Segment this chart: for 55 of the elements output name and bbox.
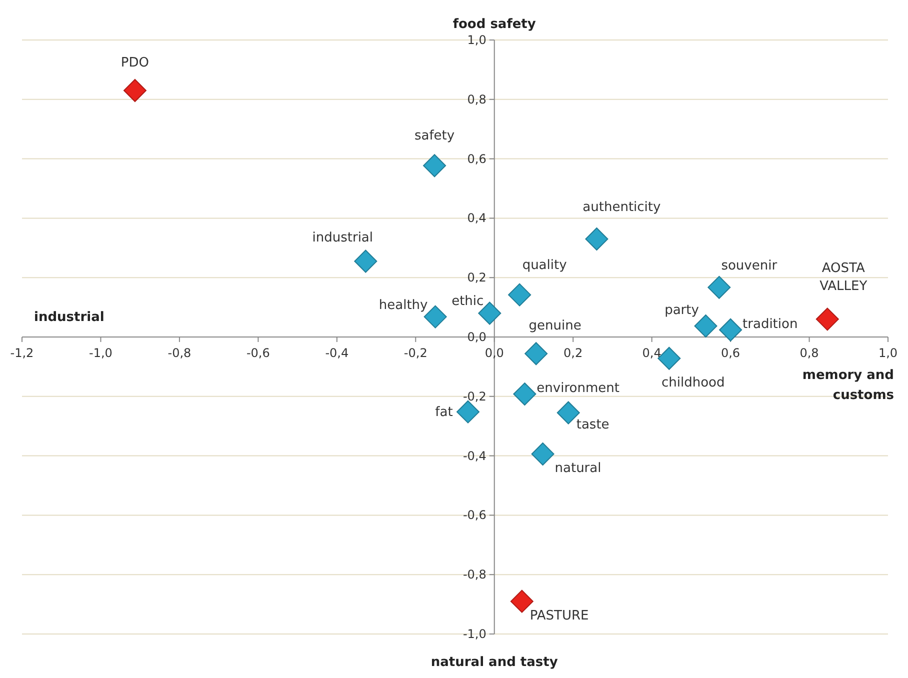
annotation: industrial (312, 230, 374, 246)
point (719, 318, 742, 342)
x-tick-label: -0,6 (246, 346, 270, 360)
annotation: souvenir (721, 258, 778, 274)
annotation: natural (554, 461, 602, 476)
y-tick-label: 0,4 (467, 211, 486, 226)
point (354, 250, 378, 273)
x-tick-label: 1,0 (878, 346, 898, 360)
annotation: ethic (452, 294, 484, 310)
annotation: industrial (34, 310, 104, 325)
annotation: healthy (378, 298, 428, 313)
y-tick-label: -0,2 (462, 389, 486, 404)
y-tick-label: 1,0 (467, 33, 486, 47)
annotation: AOSTA VALLEY (820, 261, 868, 294)
annotation: taste (576, 418, 610, 433)
annotation: PDO (120, 55, 150, 70)
annotation: PASTURE (530, 608, 589, 624)
y-tick-label: -0,6 (462, 508, 486, 522)
y-tick-label: 0,2 (467, 270, 486, 285)
x-tick-label: -1,2 (10, 346, 34, 360)
x-tick-label: -0,2 (404, 346, 428, 360)
x-tick-label: 0,2 (564, 346, 583, 360)
annotation: safety (414, 128, 455, 144)
annotation: memory and customs (802, 368, 894, 403)
point (708, 276, 731, 299)
point (423, 154, 446, 178)
point (524, 342, 548, 366)
annotation: tradition (742, 316, 798, 332)
text: natural and tasty (430, 655, 558, 670)
y-tick-label: -0,8 (462, 568, 486, 582)
annotation: party (664, 303, 700, 318)
point (456, 400, 480, 424)
y-tick-label: -0,4 (462, 448, 486, 463)
annotation: fat (435, 404, 453, 420)
point (123, 78, 146, 102)
annotation: authenticity (582, 200, 662, 215)
point (508, 283, 532, 306)
y-tick-label: 0,8 (467, 92, 486, 106)
point (816, 308, 839, 331)
x-tick-label: 0,6 (721, 346, 740, 360)
x-tick-label: -1,0 (89, 346, 112, 360)
point (585, 227, 608, 250)
annotation: environment (536, 381, 620, 396)
annotation: genuine (528, 318, 582, 334)
text: food safety (452, 17, 536, 32)
point (531, 442, 554, 466)
annotation: childhood (662, 375, 725, 390)
x-tick-label: 0,4 (642, 346, 662, 360)
x-tick-label: -0,8 (168, 346, 192, 360)
x-tick-label: 0,8 (800, 346, 819, 360)
x-tick-label: -0,4 (325, 346, 349, 360)
y-tick-label: -1,0 (462, 627, 486, 641)
point (513, 382, 536, 406)
annotation: quality (522, 258, 568, 273)
y-tick-label: 0,6 (467, 152, 486, 166)
